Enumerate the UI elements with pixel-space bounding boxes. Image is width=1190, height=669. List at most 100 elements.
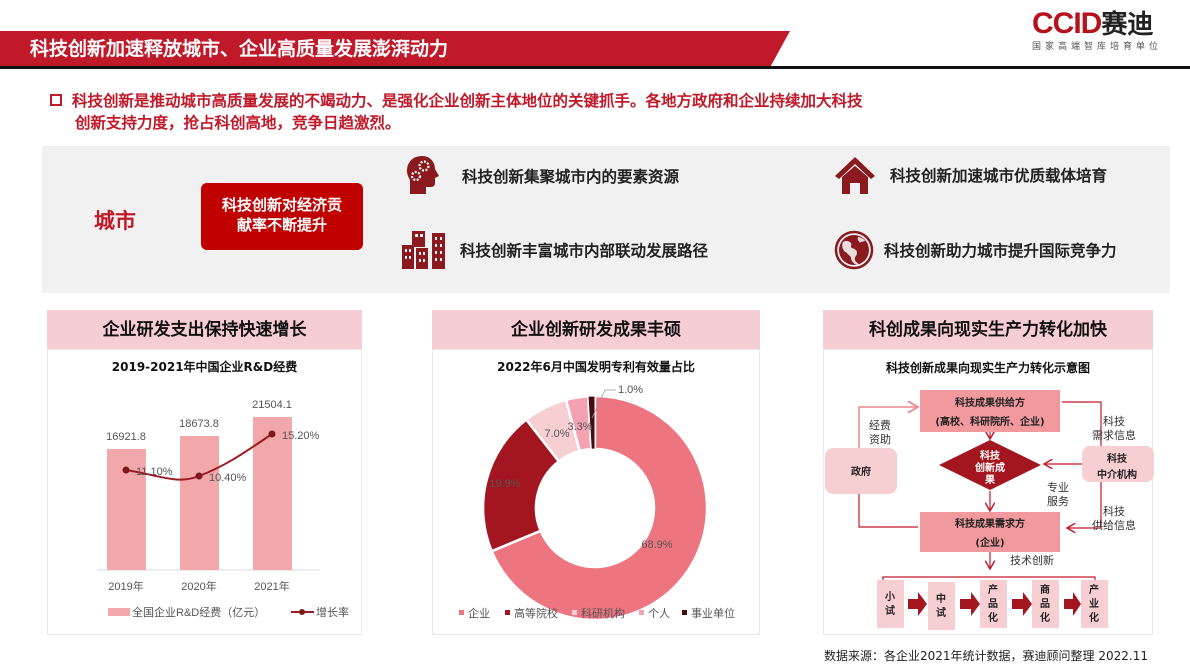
- legend-label: 科研机构: [581, 606, 625, 620]
- legend-bar-swatch: [108, 608, 130, 616]
- panel-heading-transfer: 科创成果向现实生产力转化加快: [823, 310, 1153, 350]
- legend-label: 企业: [468, 606, 490, 620]
- title-underline: [0, 66, 1190, 69]
- page-title: 科技创新加速释放城市、企业高质量发展澎湃动力: [30, 38, 449, 60]
- svg-text:科技: 科技: [980, 449, 1001, 462]
- feature-text: 科技创新丰富城市内部联动发展路径: [460, 242, 709, 260]
- svg-text:化: 化: [1040, 611, 1050, 624]
- rate-label: 15.20%: [282, 430, 320, 442]
- ccid-logo: CCID赛迪 国家高端智库培育单位: [1032, 8, 1182, 53]
- city-label: 城市: [94, 209, 136, 233]
- feature-carriers: 科技创新加速城市优质载体培育: [834, 156, 1107, 194]
- svg-text:资助: 资助: [869, 432, 891, 446]
- svg-text:化: 化: [988, 611, 998, 624]
- feature-text: 科技创新集聚城市内的要素资源: [462, 168, 680, 186]
- slice-public-institution: [587, 395, 596, 450]
- bullet-line-2: 创新支持力度，抢占科创高地，竞争日趋激烈。: [75, 114, 401, 132]
- panel-heading-patents: 企业创新研发成果丰硕: [432, 310, 760, 350]
- svg-text:政府: 政府: [851, 465, 871, 478]
- panel-heading-rd: 企业研发支出保持快速增长: [47, 310, 362, 350]
- innovation-diamond: [939, 440, 1041, 490]
- legend-label: 事业单位: [691, 606, 735, 620]
- svg-text:化: 化: [1089, 611, 1099, 624]
- bullet-line-1: 科技创新是推动城市高质量发展的不竭动力、是强化企业创新主体地位的关键抓手。各地方…: [72, 92, 863, 110]
- supply-title: 科技成果供给方: [955, 396, 1025, 409]
- checkbox-bullet-icon: [50, 93, 62, 106]
- svg-text:科技: 科技: [1103, 414, 1125, 428]
- slice-label: 19.9%: [489, 478, 520, 490]
- svg-text:科技: 科技: [1103, 504, 1125, 518]
- svg-text:科技成果需求方: 科技成果需求方: [955, 517, 1025, 530]
- transfer-flow-diagram: 科技成果供给方 (高校、科研院所、企业) 科技 创新成 果 政府 科技 中介机构…: [825, 390, 1154, 630]
- line-point: [268, 430, 276, 438]
- bar-label: 16921.8: [106, 431, 146, 443]
- svg-text:产: 产: [1089, 583, 1099, 596]
- key-bullet: 科技创新是推动城市高质量发展的不竭动力、是强化企业创新主体地位的关键抓手。各地方…: [50, 90, 1130, 134]
- rd-chart-panel: 2019-2021年中国企业R&D经费 16921.8 18673.8 2150…: [47, 349, 362, 635]
- svg-text:中: 中: [936, 592, 946, 605]
- buildings-icon: [402, 231, 445, 269]
- svg-text:果: 果: [984, 474, 996, 486]
- agency-box: [1082, 446, 1154, 482]
- svg-text:(企业): (企业): [975, 536, 1004, 549]
- rate-label: 11.10%: [136, 466, 173, 478]
- line-point: [195, 472, 203, 480]
- svg-text:品: 品: [1040, 598, 1050, 610]
- legend-bar-label: 全国企业R&D经费（亿元）: [132, 605, 265, 619]
- svg-text:品: 品: [988, 598, 998, 610]
- data-source-note: 数据来源：各企业2021年统计数据，赛迪顾问整理 2022.11: [824, 649, 1148, 663]
- feature-text: 科技创新加速城市优质载体培育: [890, 167, 1108, 185]
- svg-text:供给信息: 供给信息: [1092, 518, 1136, 532]
- bar-label: 18673.8: [179, 418, 219, 430]
- slice-label: 7.0%: [544, 428, 569, 440]
- feature-competitiveness: 科技创新助力城市提升国际竞争力: [834, 230, 1117, 270]
- slice-label: 1.0%: [618, 384, 643, 396]
- feature-text: 科技创新助力城市提升国际竞争力: [884, 242, 1117, 260]
- svg-text:专业: 专业: [1047, 480, 1069, 494]
- svg-text:试: 试: [885, 604, 895, 617]
- legend-label: 个人: [648, 607, 670, 620]
- slice-enterprise: [490, 394, 709, 622]
- house-icon: [835, 157, 875, 194]
- x-tick: 2019年: [108, 579, 143, 593]
- rate-label: 10.40%: [209, 472, 247, 484]
- slice-label: 3.3%: [567, 421, 592, 433]
- key-message-box: 科技创新对经济贡 献率不断提升: [201, 183, 363, 250]
- svg-text:小: 小: [884, 590, 895, 603]
- feature-paths: 科技创新丰富城市内部联动发展路径: [402, 231, 708, 269]
- svg-text:技术创新: 技术创新: [1010, 553, 1054, 567]
- svg-text:试: 试: [936, 606, 946, 619]
- head-gears-icon: [407, 156, 439, 194]
- logo-cn: 赛迪: [1101, 9, 1154, 39]
- chart-title: 2022年6月中国发明专利有效量占比: [497, 360, 695, 374]
- svg-text:经费: 经费: [869, 419, 891, 432]
- svg-text:需求信息: 需求信息: [1092, 428, 1136, 442]
- legend-line-label: 增长率: [316, 605, 349, 619]
- title-bar: [0, 31, 790, 67]
- x-tick: 2021年: [254, 579, 289, 593]
- svg-text:业: 业: [1089, 597, 1099, 610]
- key-box-line-2: 献率不断提升: [236, 216, 327, 234]
- svg-text:产: 产: [988, 583, 998, 596]
- supply-subtitle: (高校、科研院所、企业): [935, 415, 1044, 428]
- government-box: [825, 448, 897, 494]
- x-tick: 2020年: [181, 579, 216, 593]
- transfer-diagram-panel: 科技创新成果向现实生产力转化示意图 科技成果供给方 (高校、科研院所、企业) 科…: [823, 349, 1154, 635]
- svg-text:商: 商: [1040, 583, 1050, 596]
- rd-bar-line-chart: 16921.8 18673.8 21504.1 11.10% 10.40% 15…: [98, 399, 349, 619]
- feature-resources: 科技创新集聚城市内的要素资源: [404, 154, 679, 198]
- slice-label: 68.9%: [641, 539, 672, 551]
- patent-chart-panel: 2022年6月中国发明专利有效量占比 68.9% 19.9% 7.0% 3.3%…: [432, 349, 760, 635]
- bar-label: 21504.1: [252, 399, 292, 411]
- demand-box: [920, 512, 1060, 552]
- bar-2020: [180, 436, 219, 570]
- svg-text:创新成: 创新成: [974, 461, 1005, 474]
- svg-text:服务: 服务: [1047, 495, 1069, 508]
- svg-text:科技: 科技: [1107, 452, 1128, 465]
- line-point: [122, 466, 130, 474]
- globe-icon: [834, 230, 874, 270]
- patent-donut-chart: 68.9% 19.9% 7.0% 3.3% 1.0% 企业 高等院校 科研机构 …: [459, 384, 735, 622]
- key-box-line-1: 科技创新对经济贡: [221, 196, 342, 214]
- chart-title: 2019-2021年中国企业R&D经费: [111, 360, 298, 374]
